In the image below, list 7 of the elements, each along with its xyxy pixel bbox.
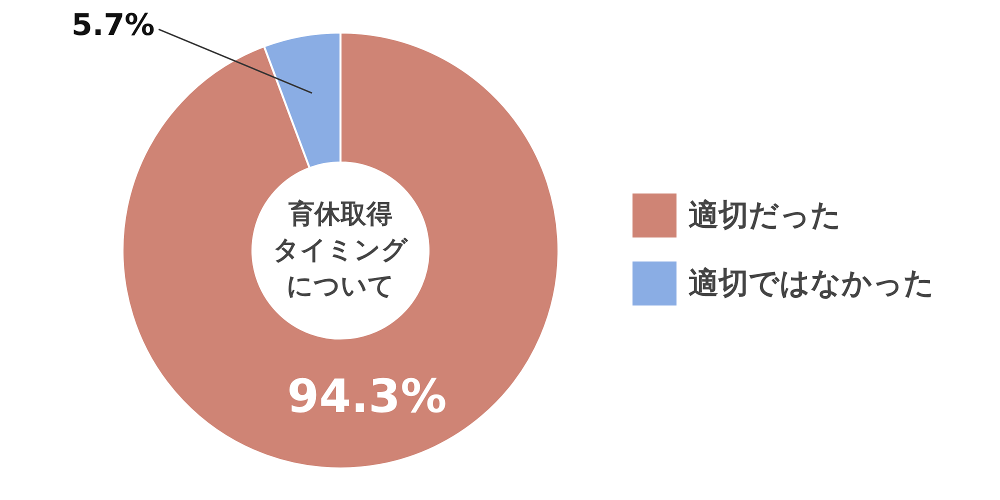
text: 育休取得 (288, 198, 392, 230)
legend-label: 適切だった (688, 198, 842, 233)
data-label: 94.3% (287, 369, 447, 424)
data-label: 5.7% (71, 8, 155, 43)
text: タイミング (273, 236, 409, 266)
legend-label: 適切ではなかった (688, 266, 934, 301)
text: について (286, 272, 394, 302)
